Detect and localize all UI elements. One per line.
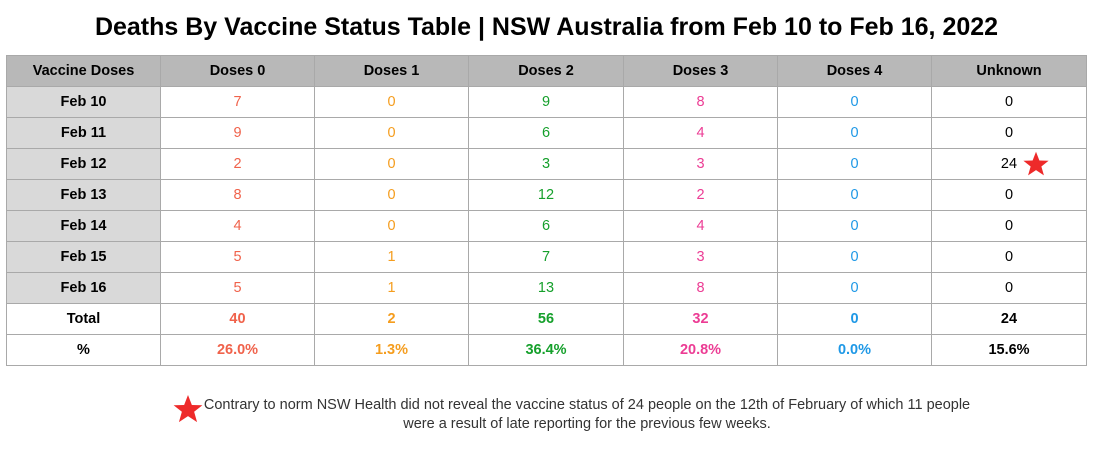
table-cell: 3 — [468, 148, 624, 180]
percent-cell: 26.0% — [160, 334, 315, 366]
table-row: Feb 10 7 0 9 8 0 0 — [6, 86, 1087, 118]
table-cell: 0 — [314, 210, 469, 242]
table-cell: 4 — [623, 210, 778, 242]
table-cell: 9 — [160, 117, 315, 149]
row-label: Feb 14 — [6, 210, 161, 242]
footnote-text: Contrary to norm NSW Health did not reve… — [203, 397, 971, 432]
table-cell: 9 — [468, 86, 624, 118]
column-header: Doses 4 — [777, 55, 932, 87]
total-cell: 24 — [931, 303, 1087, 335]
table-cell: 8 — [623, 86, 778, 118]
table-cell-starred: 24 — [931, 148, 1087, 180]
table-cell: 7 — [160, 86, 315, 118]
table-cell: 4 — [160, 210, 315, 242]
header-row: Vaccine Doses Doses 0 Doses 1 Doses 2 Do… — [6, 55, 1087, 87]
total-row: Total 40 2 56 32 0 24 — [6, 303, 1087, 335]
table-cell: 0 — [314, 179, 469, 211]
table-cell: 3 — [623, 241, 778, 273]
row-label: Feb 11 — [6, 117, 161, 149]
total-cell: 40 — [160, 303, 315, 335]
table-row: Feb 15 5 1 7 3 0 0 — [6, 241, 1087, 273]
row-label: Feb 10 — [6, 86, 161, 118]
percent-cell: 0.0% — [777, 334, 932, 366]
percent-cell: 20.8% — [623, 334, 778, 366]
table-row: Feb 16 5 1 13 8 0 0 — [6, 272, 1087, 304]
table-cell: 0 — [314, 148, 469, 180]
table-cell: 3 — [623, 148, 778, 180]
table-cell: 0 — [777, 241, 932, 273]
table-cell: 8 — [160, 179, 315, 211]
table-cell: 13 — [468, 272, 624, 304]
percent-cell: 1.3% — [314, 334, 469, 366]
table-cell: 0 — [314, 117, 469, 149]
table-cell: 5 — [160, 241, 315, 273]
table-cell: 6 — [468, 210, 624, 242]
table-cell: 0 — [777, 148, 932, 180]
table-cell: 7 — [468, 241, 624, 273]
column-header: Unknown — [931, 55, 1087, 87]
row-label: Feb 12 — [6, 148, 161, 180]
percent-cell: 36.4% — [468, 334, 624, 366]
table-cell: 0 — [931, 86, 1087, 118]
table-cell: 0 — [931, 241, 1087, 273]
table-cell: 4 — [623, 117, 778, 149]
table-cell: 0 — [777, 117, 932, 149]
row-label: % — [6, 334, 161, 366]
table-cell: 0 — [777, 210, 932, 242]
deaths-table: Vaccine Doses Doses 0 Doses 1 Doses 2 Do… — [6, 55, 1087, 366]
table-row: Feb 12 2 0 3 3 0 24 — [6, 148, 1087, 180]
table-cell: 0 — [314, 86, 469, 118]
table-cell: 2 — [160, 148, 315, 180]
table-cell: 1 — [314, 241, 469, 273]
column-header: Vaccine Doses — [6, 55, 161, 87]
row-label: Feb 13 — [6, 179, 161, 211]
column-header: Doses 0 — [160, 55, 315, 87]
row-label: Feb 16 — [6, 272, 161, 304]
table-row: Feb 13 8 0 12 2 0 0 — [6, 179, 1087, 211]
table-cell: 0 — [777, 179, 932, 211]
table-cell-value: 24 — [1000, 156, 1018, 172]
total-cell: 32 — [623, 303, 778, 335]
table-cell: 6 — [468, 117, 624, 149]
star-icon — [1023, 151, 1049, 176]
percent-row: % 26.0% 1.3% 36.4% 20.8% 0.0% 15.6% — [6, 334, 1087, 366]
table-cell: 0 — [931, 117, 1087, 149]
table-row: Feb 14 4 0 6 4 0 0 — [6, 210, 1087, 242]
table-cell: 0 — [931, 179, 1087, 211]
table-cell: 1 — [314, 272, 469, 304]
total-cell: 56 — [468, 303, 624, 335]
table-cell: 0 — [777, 86, 932, 118]
table-cell: 0 — [931, 210, 1087, 242]
column-header: Doses 1 — [314, 55, 469, 87]
column-header: Doses 2 — [468, 55, 624, 87]
row-label: Feb 15 — [6, 241, 161, 273]
star-icon — [173, 395, 203, 423]
table-cell: 0 — [931, 272, 1087, 304]
column-header: Doses 3 — [623, 55, 778, 87]
total-cell: 0 — [777, 303, 932, 335]
total-cell: 2 — [314, 303, 469, 335]
percent-cell: 15.6% — [931, 334, 1087, 366]
row-label: Total — [6, 303, 161, 335]
table-cell: 8 — [623, 272, 778, 304]
table-title: Deaths By Vaccine Status Table | NSW Aus… — [94, 13, 999, 41]
table-row: Feb 11 9 0 6 4 0 0 — [6, 117, 1087, 149]
table-cell: 0 — [777, 272, 932, 304]
table-cell: 2 — [623, 179, 778, 211]
table-cell: 12 — [468, 179, 624, 211]
table-cell: 5 — [160, 272, 315, 304]
